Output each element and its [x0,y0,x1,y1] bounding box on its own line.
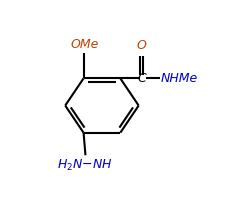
Text: O: O [137,39,146,52]
Text: H$_2$N$-$NH: H$_2$N$-$NH [57,158,112,173]
Text: NHMe: NHMe [160,72,198,85]
Text: C: C [138,72,146,85]
Text: OMe: OMe [70,38,99,51]
